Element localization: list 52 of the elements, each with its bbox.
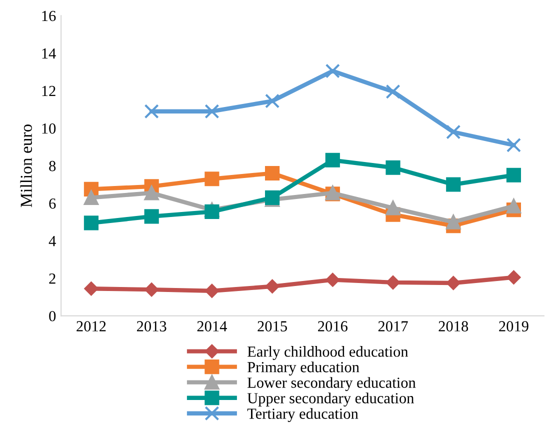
- point: [144, 209, 159, 224]
- point: [446, 177, 461, 192]
- point: [386, 160, 400, 175]
- legend-label: Upper secondary education: [247, 392, 414, 407]
- point: [386, 84, 400, 99]
- y-tick-label: 2: [49, 274, 56, 284]
- point: [446, 214, 461, 230]
- point: [386, 276, 400, 290]
- point: [325, 64, 340, 78]
- point: [506, 270, 521, 284]
- point: [144, 104, 159, 119]
- point: [204, 204, 220, 220]
- point: [506, 138, 522, 152]
- legend-label: Lower secondary education: [248, 377, 416, 391]
- x-tick-label: 2013: [136, 321, 166, 332]
- point: [265, 166, 280, 181]
- x-tick-label: 2019: [499, 321, 528, 332]
- point: [265, 279, 280, 294]
- x-tick-label: 2018: [438, 321, 468, 332]
- x-tick-label: 2012: [76, 321, 106, 332]
- point: [204, 104, 220, 119]
- point: [386, 200, 400, 216]
- point: [506, 168, 522, 182]
- point: [144, 186, 159, 200]
- point: [84, 190, 99, 205]
- point: [144, 282, 159, 297]
- y-tick-label: 14: [42, 48, 56, 58]
- x-tick-label: 2014: [197, 321, 227, 332]
- point: [84, 282, 98, 296]
- x-tick-label: 2017: [378, 321, 408, 332]
- point: [205, 284, 219, 298]
- legend-label: Tertiary education: [247, 408, 358, 422]
- point: [204, 172, 220, 186]
- y-tick-label: 6: [49, 198, 56, 209]
- x-tick-label: 2015: [258, 321, 287, 332]
- point: [326, 272, 340, 287]
- y-tick-label: 12: [42, 86, 56, 96]
- point: [325, 152, 340, 168]
- point: [506, 198, 522, 214]
- y-tick-label: 0: [49, 310, 56, 322]
- x-tick-label: 2016: [318, 321, 348, 332]
- point: [265, 94, 280, 108]
- legend-label: Early childhood education: [248, 346, 408, 360]
- y-tick-label: 16: [42, 10, 56, 22]
- y-tick-label: 4: [48, 236, 56, 246]
- y-tick-label: 8: [49, 160, 56, 172]
- legend-label: Primary education: [248, 362, 360, 376]
- y-tick-label: 10: [42, 123, 56, 134]
- point: [446, 276, 460, 290]
- point: [446, 124, 461, 140]
- point: [84, 216, 99, 230]
- y-axis-title: Million euro: [20, 124, 32, 208]
